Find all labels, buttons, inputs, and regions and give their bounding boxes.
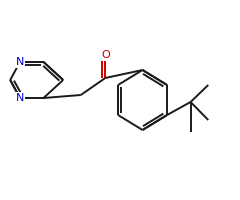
Text: N: N — [16, 57, 24, 67]
Text: O: O — [101, 50, 110, 60]
Text: N: N — [16, 93, 24, 103]
